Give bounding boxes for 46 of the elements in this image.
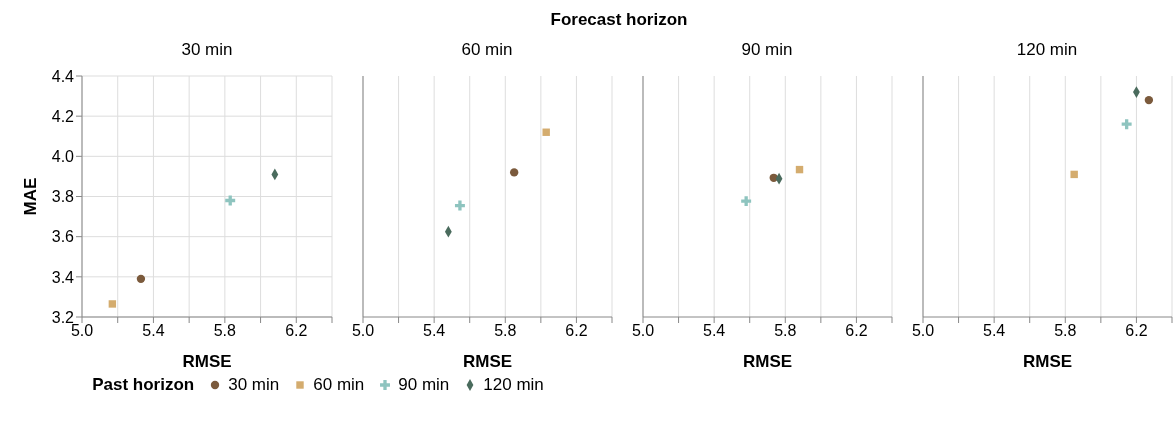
x-tick-label: 5.0 (631, 322, 655, 340)
x-tick-label: 6.2 (1125, 322, 1148, 340)
chart-subtitle: 90 min (740, 39, 794, 61)
x-tick-label: 5.4 (142, 322, 165, 340)
y-tick-label: 3.6 (51, 228, 75, 246)
point (1121, 119, 1132, 130)
x-tick-label: 5.4 (983, 322, 1006, 340)
legend-label: 30 min (227, 375, 280, 395)
point (1144, 95, 1154, 105)
legend-label: 60 min (312, 375, 365, 395)
y-tick-label: 3.8 (51, 188, 75, 206)
x-tick-label: 5.0 (911, 322, 935, 340)
chart-subtitle: 60 min (460, 39, 514, 61)
x-tick-label: 5.8 (774, 322, 797, 340)
y-axis-title: MAE (21, 177, 41, 216)
point (741, 196, 752, 207)
x-tick-label: 5.8 (1054, 322, 1077, 340)
x-axis-title: RMSE (182, 352, 232, 371)
x-tick-label: 5.0 (70, 322, 94, 340)
x-axis-title: RMSE (742, 352, 793, 371)
x-tick-label: 5.8 (494, 322, 517, 340)
point (509, 168, 519, 177)
x-axis-title: RMSE (1022, 352, 1073, 371)
x-axis-title: RMSE (462, 352, 513, 371)
y-tick-label: 4.0 (51, 148, 75, 166)
point (136, 274, 146, 284)
x-tick-label: 5.0 (351, 322, 375, 340)
point (108, 300, 117, 308)
chart-subtitle: 30 min (180, 39, 234, 61)
chart-subtitle: 120 min (1015, 39, 1079, 61)
x-tick-label: 5.4 (423, 322, 446, 340)
x-tick-label: 5.8 (213, 322, 237, 340)
point (542, 128, 550, 136)
y-tick-label: 3.4 (51, 268, 75, 286)
legend-label: 120 min (482, 375, 544, 395)
point (454, 200, 465, 211)
y-tick-label: 4.2 (51, 107, 75, 125)
x-tick-label: 6.2 (565, 322, 588, 340)
x-tick-label: 5.4 (703, 322, 726, 340)
point (1070, 170, 1078, 179)
x-tick-label: 6.2 (845, 322, 868, 340)
x-tick-label: 6.2 (285, 322, 308, 340)
text: Forecast horizon (549, 9, 689, 31)
legend-title: Past horizon (92, 375, 195, 395)
y-tick-label: 4.4 (51, 67, 75, 85)
legend-label: 90 min (397, 375, 450, 395)
